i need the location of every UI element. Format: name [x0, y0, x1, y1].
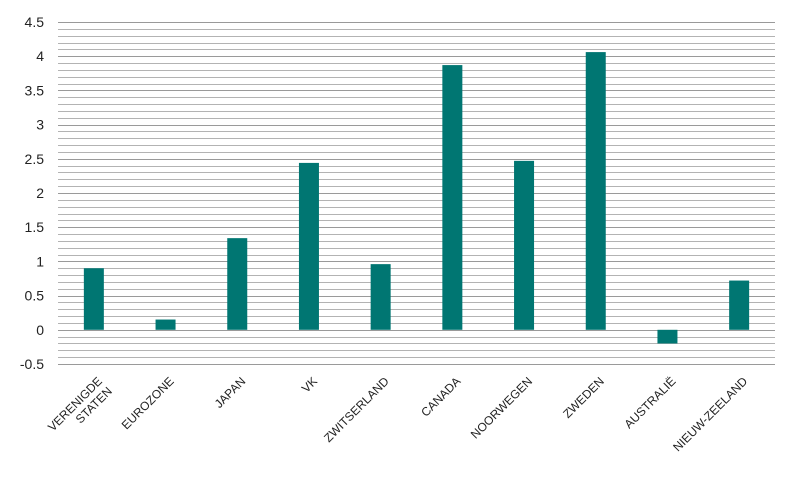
bar — [227, 238, 248, 330]
bar — [729, 280, 750, 330]
y-tick-label: 4 — [36, 48, 44, 64]
x-category-label: CANADA — [418, 374, 463, 419]
x-category-label: ZWITSERLAND — [321, 374, 392, 445]
x-category-label: NIEUW-ZEELAND — [670, 374, 750, 454]
x-axis-labels: VERENIGDESTATEN EUROZONE JAPAN VK ZWITSERLAN… — [45, 374, 750, 454]
bar — [298, 162, 319, 330]
y-tick-label: 1 — [36, 253, 44, 269]
bar — [370, 264, 391, 330]
y-tick-label: 2.5 — [25, 151, 45, 167]
bar — [155, 319, 176, 330]
bar — [514, 160, 535, 330]
y-tick-label: 2 — [36, 185, 44, 201]
bar — [585, 52, 606, 330]
bar — [657, 329, 678, 344]
bar — [83, 268, 104, 330]
y-tick-label: 0.5 — [25, 288, 45, 304]
x-category-label: ZWEDEN — [560, 374, 607, 421]
x-category-label: VERENIGDESTATEN — [45, 374, 115, 444]
bars — [83, 52, 750, 344]
y-tick-label: 3.5 — [25, 82, 45, 98]
bar — [442, 65, 463, 330]
x-category-label: JAPAN — [212, 374, 249, 411]
y-tick-label: 1.5 — [25, 219, 45, 235]
y-axis-ticks: 4.5 4 3.5 3 2.5 2 1.5 1 0.5 0 -0.5 — [20, 14, 44, 372]
y-tick-label: 4.5 — [25, 14, 45, 30]
y-tick-label: 0 — [36, 322, 44, 338]
y-tick-label: 3 — [36, 117, 44, 133]
x-category-label: AUSTRALIË — [622, 374, 679, 431]
x-category-label: EUROZONE — [119, 374, 177, 432]
x-category-label: NOORWEGEN — [468, 374, 535, 441]
y-tick-label: -0.5 — [20, 356, 44, 372]
x-category-label: VK — [299, 374, 320, 395]
gridlines — [58, 22, 775, 365]
